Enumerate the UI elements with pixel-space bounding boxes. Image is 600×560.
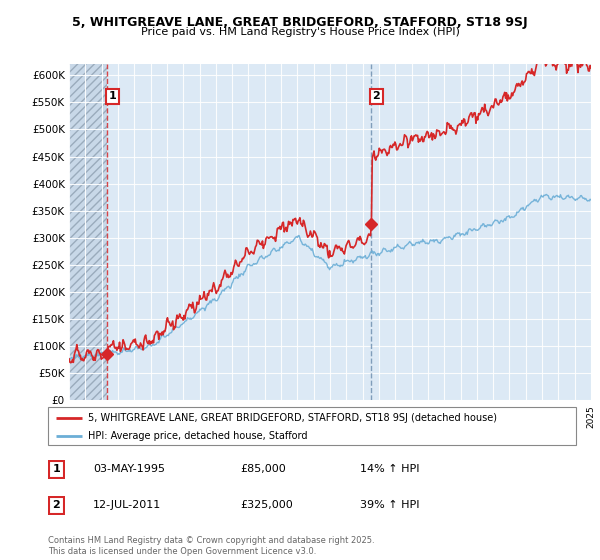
Text: 12-JUL-2011: 12-JUL-2011 [93,500,161,510]
Text: HPI: Average price, detached house, Stafford: HPI: Average price, detached house, Staf… [88,431,307,441]
Text: Price paid vs. HM Land Registry's House Price Index (HPI): Price paid vs. HM Land Registry's House … [140,27,460,37]
Text: 14% ↑ HPI: 14% ↑ HPI [360,464,419,474]
FancyBboxPatch shape [49,461,64,478]
Text: 5, WHITGREAVE LANE, GREAT BRIDGEFORD, STAFFORD, ST18 9SJ: 5, WHITGREAVE LANE, GREAT BRIDGEFORD, ST… [72,16,528,29]
FancyBboxPatch shape [48,407,576,445]
Text: 1: 1 [109,91,116,101]
Text: 1: 1 [53,464,60,474]
Text: 03-MAY-1995: 03-MAY-1995 [93,464,165,474]
Bar [69,64,107,400]
Text: £85,000: £85,000 [240,464,286,474]
Text: 39% ↑ HPI: 39% ↑ HPI [360,500,419,510]
FancyBboxPatch shape [49,497,64,514]
Text: Contains HM Land Registry data © Crown copyright and database right 2025.
This d: Contains HM Land Registry data © Crown c… [48,536,374,556]
Text: 2: 2 [53,500,60,510]
Text: £325,000: £325,000 [240,500,293,510]
Text: 5, WHITGREAVE LANE, GREAT BRIDGEFORD, STAFFORD, ST18 9SJ (detached house): 5, WHITGREAVE LANE, GREAT BRIDGEFORD, ST… [88,413,497,423]
Text: 2: 2 [373,91,380,101]
